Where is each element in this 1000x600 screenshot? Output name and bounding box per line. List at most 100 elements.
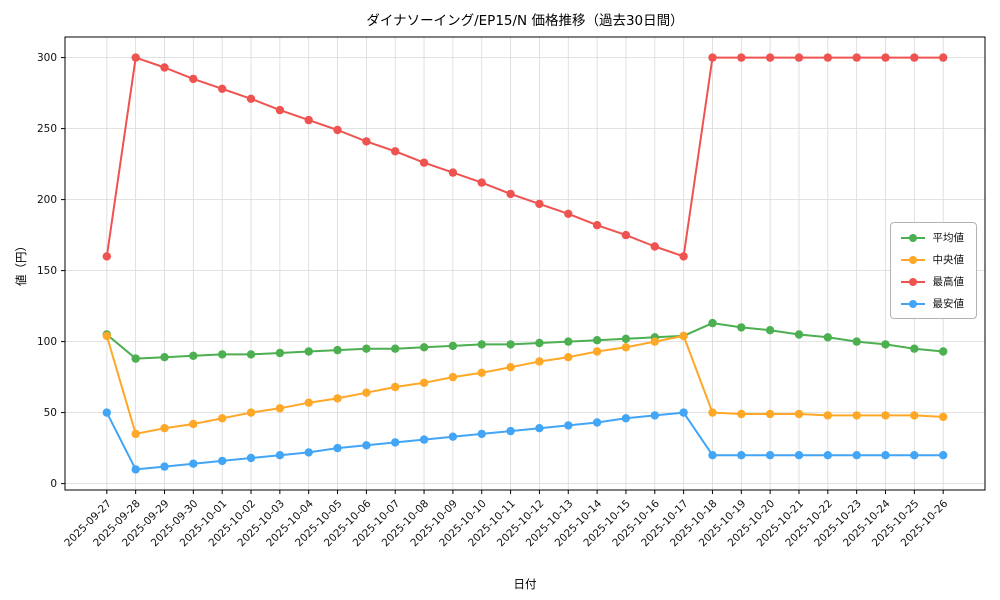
legend-label: 平均値 bbox=[932, 232, 965, 244]
series-point-min bbox=[304, 448, 313, 457]
x-axis-label: 日付 bbox=[513, 577, 537, 591]
series-point-average bbox=[823, 333, 832, 342]
series-point-average bbox=[621, 334, 631, 343]
series-point-median bbox=[506, 363, 515, 372]
series-point-max bbox=[506, 189, 515, 199]
series-point-average bbox=[304, 347, 313, 356]
series-point-average bbox=[506, 340, 515, 349]
series-point-max bbox=[852, 53, 861, 62]
series-point-max bbox=[189, 74, 198, 84]
series-point-min bbox=[160, 462, 169, 471]
series-point-average bbox=[391, 344, 400, 353]
series-point-median bbox=[391, 382, 400, 392]
series-point-min bbox=[362, 441, 371, 450]
series-point-min bbox=[102, 408, 112, 417]
legend-line-marker bbox=[900, 233, 925, 242]
series-point-min bbox=[218, 456, 227, 466]
series-point-median bbox=[419, 378, 429, 387]
series-point-max bbox=[246, 94, 256, 104]
series-point-average bbox=[333, 345, 342, 355]
y-tick-label: 0 bbox=[50, 478, 57, 490]
legend-label: 最高値 bbox=[932, 276, 965, 288]
series-point-max bbox=[102, 252, 112, 261]
series-point-median bbox=[852, 411, 861, 420]
series-point-average bbox=[275, 348, 285, 358]
series-point-median bbox=[564, 353, 573, 362]
series-point-max bbox=[650, 242, 659, 251]
series-line-median bbox=[105, 334, 944, 435]
series-point-min bbox=[794, 451, 804, 460]
legend: 平均値中央値最高値最安値 bbox=[889, 222, 977, 319]
y-axis-label: 値（円） bbox=[14, 240, 28, 286]
series-point-min bbox=[765, 451, 775, 460]
series-point-average bbox=[852, 337, 861, 346]
series-point-min bbox=[333, 443, 342, 453]
y-tick-label: 200 bbox=[37, 194, 57, 206]
series-point-average bbox=[535, 338, 544, 348]
series-point-max bbox=[131, 53, 140, 62]
series-point-median bbox=[102, 331, 112, 341]
series-point-median bbox=[218, 414, 227, 423]
series-line-min bbox=[105, 411, 944, 471]
legend-item-min: 最安値 bbox=[900, 296, 964, 311]
series-point-median bbox=[765, 409, 775, 419]
chart-title: ダイナソーイング/EP15/N 価格推移（過去30日間） bbox=[366, 13, 684, 29]
series-point-max bbox=[910, 53, 919, 62]
y-tick-label: 250 bbox=[37, 123, 57, 135]
series-point-median bbox=[823, 411, 832, 420]
series-point-average bbox=[246, 350, 256, 359]
legend-dot-marker bbox=[908, 255, 917, 264]
series-point-min bbox=[448, 432, 458, 441]
series-point-average bbox=[794, 330, 804, 339]
series-point-median bbox=[246, 408, 256, 417]
series-point-median bbox=[160, 424, 169, 433]
series-point-max bbox=[737, 53, 746, 62]
series-point-max bbox=[592, 221, 602, 230]
series-point-average bbox=[708, 318, 717, 328]
series-point-median bbox=[448, 372, 458, 382]
series-point-median bbox=[477, 368, 486, 377]
series-point-average bbox=[881, 340, 890, 349]
series-point-min bbox=[679, 408, 688, 417]
series-point-median bbox=[939, 412, 948, 422]
series-point-min bbox=[823, 451, 832, 460]
legend-line-marker bbox=[900, 255, 925, 264]
series-point-median bbox=[304, 398, 313, 407]
series-point-average bbox=[419, 343, 429, 352]
series-point-median bbox=[189, 419, 198, 429]
series-point-median bbox=[679, 331, 688, 341]
series-point-max bbox=[564, 209, 573, 218]
series-point-median bbox=[708, 408, 717, 417]
series-point-max bbox=[939, 53, 948, 62]
series-point-median bbox=[592, 347, 602, 356]
legend-line-marker bbox=[900, 277, 925, 286]
series-point-average bbox=[910, 344, 919, 353]
series-point-max bbox=[391, 147, 400, 156]
y-tick-label: 150 bbox=[37, 265, 57, 277]
series-point-max bbox=[708, 53, 717, 62]
legend-dot-marker bbox=[908, 277, 917, 286]
legend-item-median: 中央値 bbox=[900, 252, 964, 267]
series-point-max bbox=[160, 63, 169, 72]
series-point-median bbox=[650, 337, 659, 346]
series-point-median bbox=[910, 411, 919, 420]
series-point-max bbox=[218, 84, 227, 94]
legend-item-average: 平均値 bbox=[900, 230, 965, 245]
y-tick-label: 50 bbox=[44, 407, 57, 419]
series-point-average bbox=[939, 347, 948, 356]
series-point-min bbox=[650, 411, 659, 420]
series-point-max bbox=[881, 53, 890, 62]
y-tick-label: 100 bbox=[37, 336, 57, 348]
series-point-min bbox=[621, 414, 631, 423]
series-point-median bbox=[621, 343, 631, 352]
series-point-max bbox=[362, 137, 371, 146]
series-point-min bbox=[477, 429, 486, 439]
series-point-median bbox=[275, 404, 285, 413]
series-point-min bbox=[506, 426, 515, 436]
series-point-max bbox=[304, 115, 313, 125]
series-line-average bbox=[106, 322, 944, 360]
legend-item-max: 最高値 bbox=[900, 274, 965, 289]
series-point-max bbox=[535, 199, 544, 209]
